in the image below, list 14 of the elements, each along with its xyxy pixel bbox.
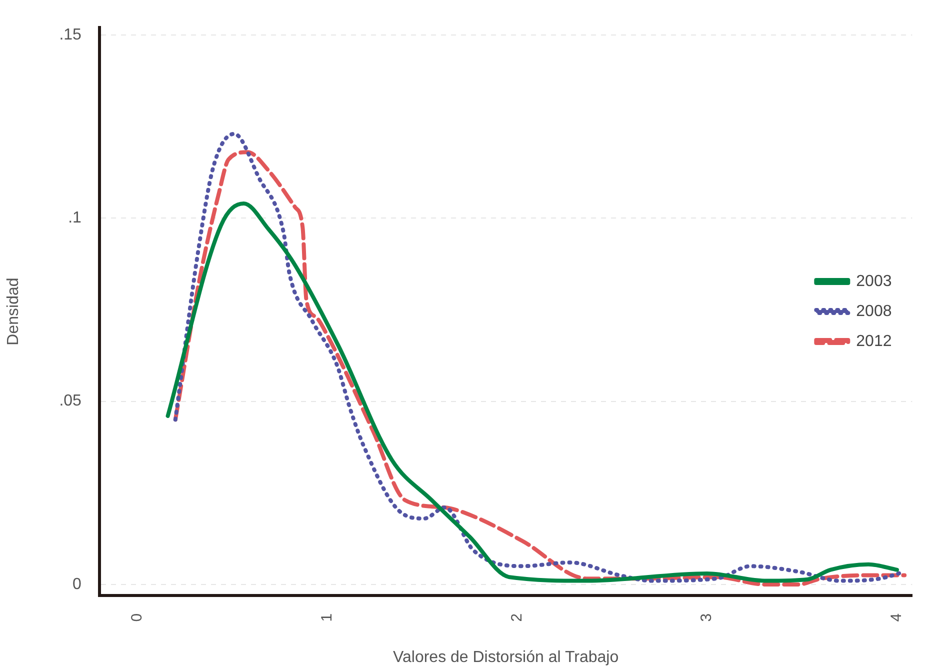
legend-label: 2008	[856, 302, 892, 320]
x-tick-label: 1	[318, 613, 336, 622]
y-tick-label: .1	[68, 210, 82, 227]
x-tick-label: 2	[508, 613, 526, 622]
x-tick-label: 3	[698, 613, 716, 622]
x-tick-label: 4	[888, 613, 906, 622]
y-tick-label: .05	[59, 392, 82, 410]
y-tick-label: .15	[59, 26, 82, 44]
y-axis-title: Densidad	[5, 278, 22, 346]
x-tick-label: 0	[128, 613, 146, 622]
x-axis-title: Valores de Distorsión al Trabajo	[393, 648, 619, 666]
y-tick-label: 0	[72, 576, 82, 593]
legend-label: 2003	[856, 272, 892, 290]
legend-label: 2012	[856, 332, 892, 350]
